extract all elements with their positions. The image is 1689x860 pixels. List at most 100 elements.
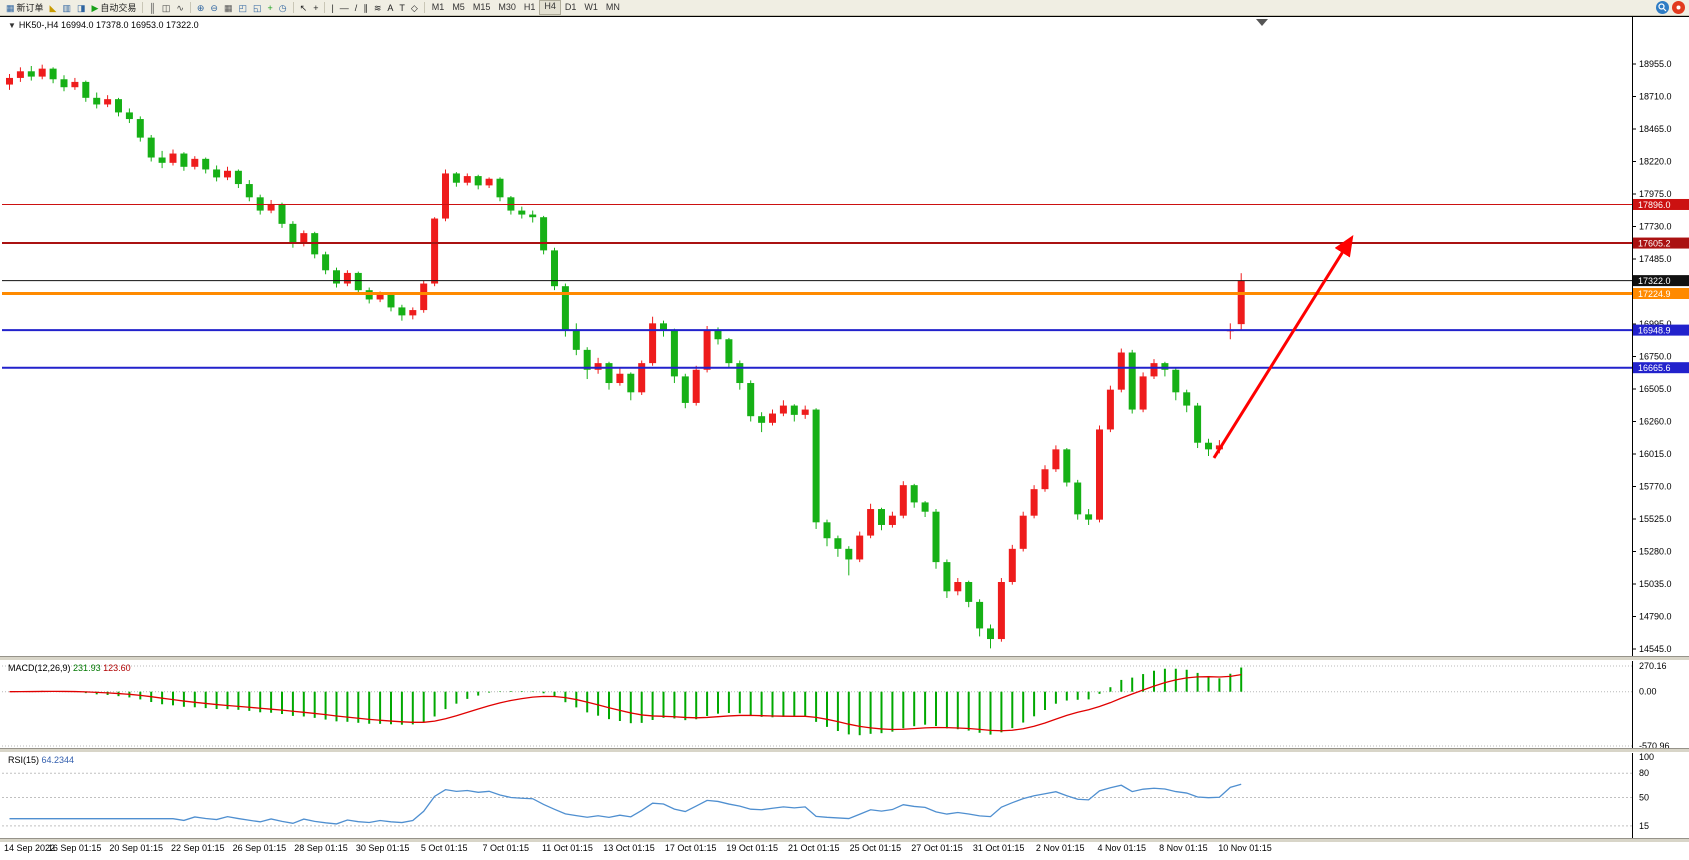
candle-down	[115, 99, 122, 113]
price-tick-label: 16015.0	[1639, 449, 1672, 459]
time-axis-label[interactable]: 31 Oct 01:15	[973, 843, 1025, 853]
rsi-indicator-label: RSI(15) 64.2344	[8, 755, 74, 765]
timeframe-m30[interactable]: M30	[498, 2, 516, 12]
autotrading-glyph: ▶	[91, 2, 99, 13]
candle-up	[409, 310, 417, 316]
horizontal-line-icon[interactable]: —	[337, 1, 352, 15]
candle-up	[191, 158, 199, 167]
timeframe-m5[interactable]: M5	[452, 2, 465, 12]
price-line-label-bg	[1633, 237, 1689, 249]
timeframe-d1[interactable]: D1	[564, 2, 577, 12]
arrows-tool-icon[interactable]: ◇	[408, 1, 421, 15]
cursor-icon[interactable]: ↖	[297, 1, 311, 15]
zoom-in-icon[interactable]: ⊕	[194, 1, 208, 15]
new-order-button[interactable]: ▦ 新订单	[3, 1, 47, 15]
pane-separator[interactable]	[0, 748, 1689, 753]
trendline-icon[interactable]: /	[352, 1, 361, 15]
arrange-windows-icon[interactable]: ◱	[250, 1, 265, 15]
market-watch-icon[interactable]: ▥	[59, 1, 74, 15]
candle-up	[779, 405, 787, 414]
candle-up	[38, 68, 46, 77]
candlestick-type-icon-glyph: ◫	[161, 2, 171, 13]
cascade-windows-icon-glyph: ◰	[238, 2, 247, 13]
toolbar-divider	[324, 2, 326, 13]
navigator-icon[interactable]: ◨	[74, 1, 89, 15]
candle-up	[343, 272, 351, 284]
channel-icon[interactable]: ∥	[360, 1, 371, 15]
timeframe-h1[interactable]: H1	[523, 2, 536, 12]
time-axis-label[interactable]: 7 Oct 01:15	[483, 843, 530, 853]
autotrading-button[interactable]: ▶ 自动交易	[88, 1, 139, 15]
time-axis-label[interactable]: 21 Oct 01:15	[788, 843, 840, 853]
candle-up	[104, 99, 112, 105]
pane-separator[interactable]	[0, 656, 1689, 661]
macd-axis-label: -570.96	[1639, 741, 1670, 751]
time-axis-label[interactable]: 11 Oct 01:15	[542, 843, 593, 853]
candlestick-type-icon[interactable]: ◫	[159, 1, 174, 15]
time-axis-label[interactable]: 20 Sep 01:15	[109, 843, 163, 853]
time-axis-label[interactable]: 8 Nov 01:15	[1159, 843, 1208, 853]
periods-icon-glyph: ◷	[278, 2, 287, 13]
zoom-out-icon[interactable]: ⊖	[207, 1, 221, 15]
time-axis-label[interactable]: 13 Oct 01:15	[603, 843, 655, 853]
candle-up	[1096, 429, 1103, 520]
timeframe-m1[interactable]: M1	[431, 2, 445, 12]
time-axis-label[interactable]: 26 Sep 01:15	[233, 843, 287, 853]
periods-icon[interactable]: ◷	[276, 1, 290, 15]
text-label-icon[interactable]: T	[396, 1, 408, 15]
vertical-line-icon[interactable]: |	[328, 1, 336, 15]
notifications-icon[interactable]	[1672, 1, 1685, 14]
time-axis-label[interactable]: 16 Sep 01:15	[48, 843, 102, 853]
chart-ohlc-values: 16994.0 17378.0 16953.0 17322.0	[60, 20, 199, 30]
bar-chart-type-icon[interactable]: ║	[146, 1, 158, 15]
candle-down	[1161, 363, 1169, 370]
time-axis-label[interactable]: 25 Oct 01:15	[850, 843, 902, 853]
timeframe-h4[interactable]: H4	[539, 0, 561, 15]
alerts-icon[interactable]: ◣	[47, 1, 60, 15]
add-indicator-icon[interactable]: +	[265, 1, 276, 15]
candle-down	[507, 197, 515, 211]
price-tick-label: 16750.0	[1639, 352, 1672, 362]
candle-up	[300, 233, 308, 244]
time-axis-label[interactable]: 10 Nov 01:15	[1218, 843, 1272, 853]
timeframe-mn[interactable]: MN	[605, 2, 620, 12]
search-icon[interactable]	[1656, 1, 1669, 14]
tile-windows-icon[interactable]: ▦	[221, 1, 236, 15]
fibonacci-icon[interactable]: ≋	[371, 1, 385, 15]
price-tick-label: 14790.0	[1639, 612, 1672, 622]
candle-down	[387, 294, 395, 308]
candle-down	[987, 628, 994, 640]
market-watch-icon-glyph: ▥	[62, 2, 71, 13]
candle-down	[1172, 369, 1180, 393]
time-axis-label[interactable]: 22 Sep 01:15	[171, 843, 225, 853]
zoom-out-icon-glyph: ⊖	[210, 2, 218, 13]
timeframe-w1[interactable]: W1	[584, 2, 598, 12]
time-axis-label[interactable]: 17 Oct 01:15	[665, 843, 717, 853]
candle-down	[1063, 449, 1071, 483]
pane-separator[interactable]	[0, 838, 1689, 843]
chart-context-icon[interactable]: ▼	[8, 21, 16, 30]
cascade-windows-icon[interactable]: ◰	[235, 1, 250, 15]
candle-down	[921, 502, 929, 512]
time-axis-label[interactable]: 5 Oct 01:15	[421, 843, 468, 853]
line-chart-type-icon[interactable]: ∿	[173, 1, 187, 15]
time-axis-label[interactable]: 19 Oct 01:15	[726, 843, 778, 853]
crosshair-icon[interactable]: +	[310, 1, 321, 15]
text-icon[interactable]: A	[384, 1, 396, 15]
time-axis-label[interactable]: 27 Oct 01:15	[911, 843, 963, 853]
line-chart-type-icon-glyph: ∿	[176, 2, 184, 13]
chart-shift-marker[interactable]	[1256, 19, 1268, 26]
time-axis-label[interactable]: 28 Sep 01:15	[294, 843, 348, 853]
navigator-icon-glyph: ◨	[76, 2, 86, 13]
candle-down	[758, 416, 766, 423]
timeframe-m15[interactable]: M15	[472, 2, 491, 12]
trend-arrow[interactable]	[1212, 234, 1354, 459]
candle-down	[670, 329, 678, 377]
time-axis-label[interactable]: 14 Sep 2022	[4, 843, 55, 853]
candle-down	[147, 137, 155, 158]
time-axis-label[interactable]: 2 Nov 01:15	[1036, 843, 1085, 853]
time-axis-label[interactable]: 4 Nov 01:15	[1098, 843, 1147, 853]
time-axis-label[interactable]: 30 Sep 01:15	[356, 843, 410, 853]
